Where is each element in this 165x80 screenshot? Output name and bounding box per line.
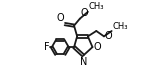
Text: O: O [57, 13, 65, 23]
Text: O: O [104, 31, 112, 41]
Text: O: O [94, 42, 101, 52]
Text: F: F [44, 42, 50, 52]
Text: N: N [80, 57, 87, 67]
Text: CH₃: CH₃ [112, 22, 128, 31]
Text: CH₃: CH₃ [88, 2, 104, 11]
Text: O: O [80, 8, 88, 18]
